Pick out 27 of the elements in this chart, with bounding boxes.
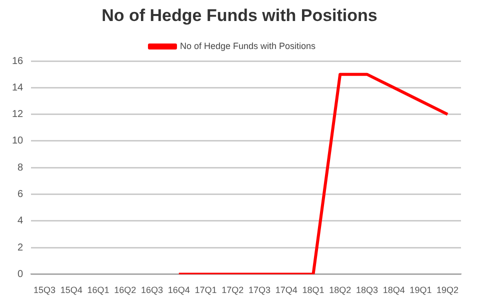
y-tick-label: 4 — [18, 216, 24, 227]
x-tick-label: 15Q3 — [34, 285, 56, 296]
x-tick-label: 19Q1 — [410, 285, 432, 296]
x-tick-label: 18Q3 — [356, 285, 378, 296]
x-tick-label: 19Q2 — [436, 285, 459, 296]
y-tick-label: 6 — [18, 189, 24, 200]
chart-title: No of Hedge Funds with Positions — [100, 6, 378, 26]
y-tick-label: 14 — [12, 82, 24, 94]
y-tick-label: 8 — [18, 162, 24, 174]
y-tick-label: 16 — [12, 56, 24, 67]
x-tick-label: 16Q4 — [168, 285, 190, 296]
x-tick-label: 17Q1 — [194, 285, 217, 296]
x-tick-label: 16Q3 — [141, 285, 164, 296]
x-tick-label: 17Q4 — [275, 285, 298, 296]
x-tick-label: 15Q4 — [60, 285, 82, 296]
y-tick-label: 2 — [18, 242, 24, 254]
x-tick-label: 17Q2 — [222, 285, 244, 296]
x-tick-label: 16Q1 — [87, 285, 110, 296]
x-tick-label: 18Q4 — [382, 285, 405, 296]
y-tick-label: 0 — [18, 268, 24, 280]
x-tick-label: 16Q2 — [114, 285, 136, 296]
y-tick-label: 12 — [12, 109, 24, 120]
legend-label: No of Hedge Funds with Positions — [180, 40, 316, 51]
x-tick-label: 18Q1 — [302, 285, 324, 296]
y-tick-label: 10 — [12, 136, 24, 147]
x-tick-label: 18Q2 — [329, 285, 352, 296]
x-tick-label: 17Q3 — [248, 285, 271, 296]
